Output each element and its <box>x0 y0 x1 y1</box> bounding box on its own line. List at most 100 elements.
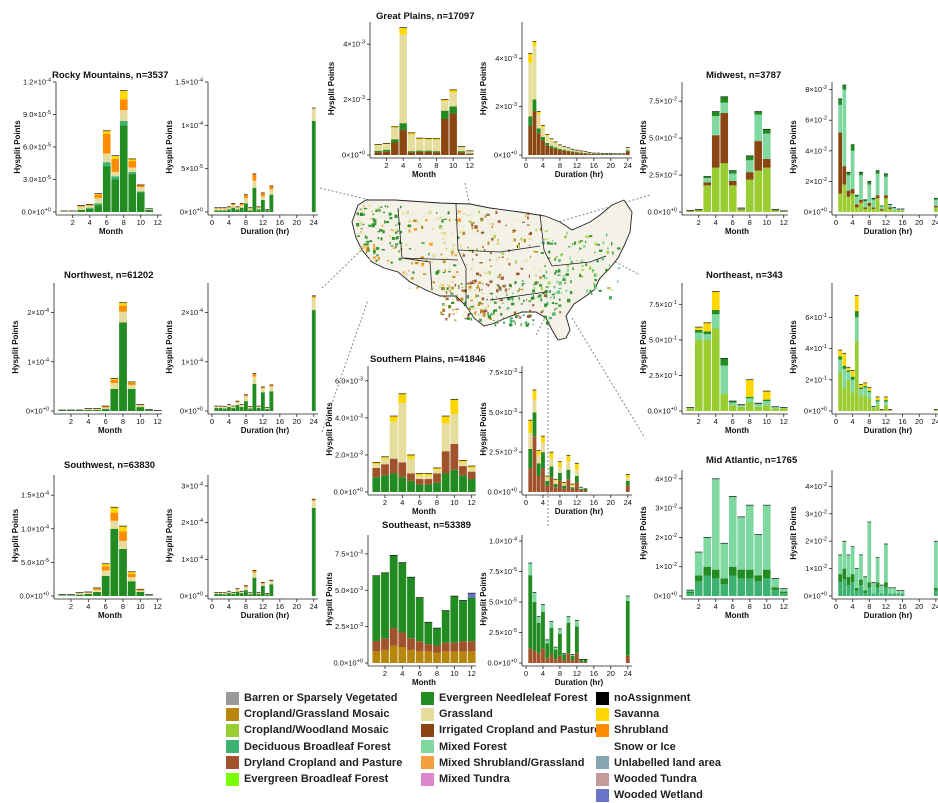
y-tick-label: 2.5×10-2 <box>649 171 677 180</box>
bar-segment <box>248 593 252 594</box>
map-land-cover-speck <box>521 323 522 326</box>
bar-segment <box>219 594 223 596</box>
map-land-cover-speck <box>491 238 493 241</box>
y-tick-exponent: +0 <box>671 592 677 598</box>
map-land-cover-speck <box>448 211 450 214</box>
map-land-cover-speck <box>472 258 473 260</box>
bar-segment <box>528 420 532 433</box>
y-tick-label: 6×10-2 <box>805 116 827 125</box>
bar-segment <box>626 481 630 486</box>
bar-segment <box>771 587 779 590</box>
bar-segment <box>588 154 592 155</box>
y-tick-times: ×10 <box>498 659 511 668</box>
map-land-cover-speck <box>515 281 517 284</box>
bar-segment <box>227 592 231 593</box>
map-land-cover-speck <box>526 299 527 301</box>
map-land-cover-speck <box>580 240 583 241</box>
bar-segment <box>407 455 415 459</box>
map-land-cover-speck <box>370 240 373 242</box>
bar-segment <box>372 651 380 663</box>
x-tick-label: 6 <box>105 218 109 227</box>
map-land-cover-speck <box>429 243 432 246</box>
bar-segment <box>842 166 846 184</box>
y-axis-title: Hysplit Points <box>165 508 174 562</box>
map-land-cover-speck <box>376 247 379 250</box>
x-tick-label: 8 <box>558 669 562 678</box>
x-tick-label: 12 <box>466 161 474 170</box>
bar-segment <box>746 397 754 398</box>
x-tick-label: 4 <box>541 161 545 170</box>
y-tick-label: 0.0×10+0 <box>648 208 677 217</box>
map-land-cover-speck <box>455 219 458 220</box>
bar-segment <box>863 388 867 396</box>
y-tick-exponent: -3 <box>358 549 363 555</box>
bar-segment <box>416 151 424 152</box>
bar-segment <box>528 468 532 492</box>
bar-segment <box>892 207 896 210</box>
bar-segment <box>763 578 771 596</box>
x-tick-label: 4 <box>227 218 231 227</box>
map-land-cover-speck <box>552 240 553 241</box>
y-tick-times: ×10 <box>31 558 44 567</box>
map-land-cover-speck <box>362 250 364 251</box>
y-tick-exponent: -3 <box>512 448 517 454</box>
map-land-cover-speck <box>451 287 454 290</box>
bar-segment <box>466 153 474 154</box>
x-tick-label: 8 <box>748 602 752 611</box>
legend-swatch <box>226 692 239 705</box>
map-land-cover-speck <box>442 238 445 240</box>
y-tick-exponent: -4 <box>198 518 203 524</box>
bar-segment <box>261 193 265 196</box>
bar-segment <box>703 323 711 332</box>
bar-segment <box>737 405 745 406</box>
legend-item: Barren or Sparsely Vegetated <box>226 690 402 706</box>
map-land-cover-speck <box>513 230 516 232</box>
bar-segment <box>248 594 252 596</box>
bar-segment <box>729 174 737 181</box>
bar-segment <box>424 651 432 663</box>
bar-segment <box>398 394 406 403</box>
bar-segment <box>528 563 532 575</box>
map-land-cover-speck <box>436 218 439 220</box>
map-land-cover-speck <box>579 247 580 250</box>
y-tick-mantissa: 1.0 <box>489 537 499 546</box>
map-land-cover-speck <box>384 220 385 223</box>
map-land-cover-speck <box>534 267 536 268</box>
map-land-cover-speck <box>559 311 561 313</box>
y-tick-exponent: -3 <box>358 622 363 628</box>
y-tick-times: ×10 <box>185 518 198 527</box>
x-tick-label: 2 <box>697 218 701 227</box>
y-tick-times: ×10 <box>659 97 672 106</box>
bar-segment <box>571 152 575 155</box>
y-tick-mantissa: 6.0 <box>335 376 345 385</box>
legend-item: Dryland Cropland and Pasture <box>226 755 402 771</box>
y-tick-label: 6×10-1 <box>805 313 827 322</box>
bar-segment <box>312 501 316 508</box>
bar-segment <box>763 400 771 401</box>
map-land-cover-speck <box>470 306 473 308</box>
map-land-cover-speck <box>581 269 584 270</box>
bar-segment <box>695 581 703 596</box>
map-land-cover-speck <box>559 298 561 301</box>
bar-segment <box>537 114 541 129</box>
map-land-cover-speck <box>393 248 396 249</box>
map-land-cover-speck <box>563 275 565 278</box>
bar-segment <box>459 466 467 475</box>
bar-segment <box>433 628 441 645</box>
map-land-cover-speck <box>555 303 558 305</box>
bar-segment <box>897 593 901 596</box>
legend-swatch <box>226 773 239 786</box>
panel-title: Rocky Mountains, n=3537 <box>52 70 168 81</box>
bar-segment <box>119 531 127 540</box>
bar-segment <box>391 128 399 139</box>
bar-segment <box>884 402 888 405</box>
bar-segment <box>571 489 575 492</box>
bar-segment <box>398 647 406 663</box>
bar-segment <box>737 578 745 596</box>
map-land-cover-speck <box>564 282 565 284</box>
bar-segment <box>554 659 558 663</box>
x-tick-label: 16 <box>898 602 906 611</box>
